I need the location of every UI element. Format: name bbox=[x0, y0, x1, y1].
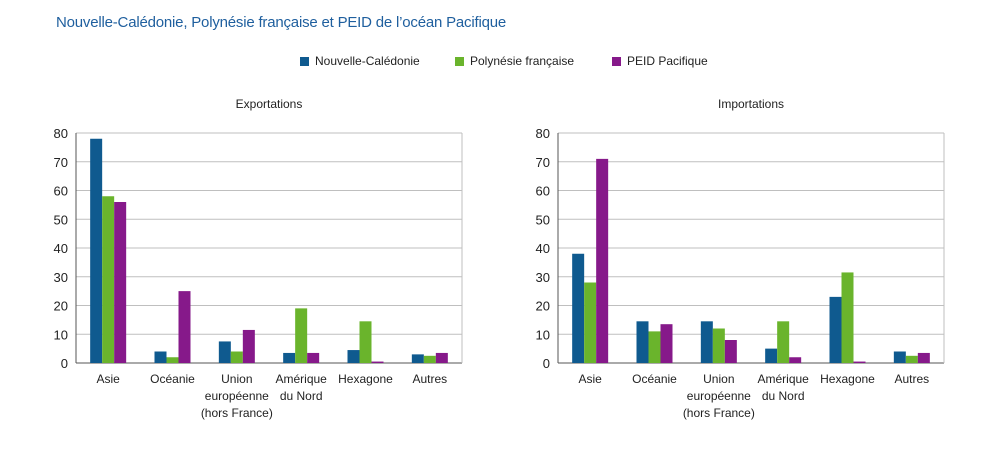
legend: Nouvelle-Calédonie Polynésie française P… bbox=[0, 54, 1000, 72]
x-tick-label: Océanie bbox=[632, 372, 677, 386]
bar-1-1-1 bbox=[648, 331, 661, 363]
x-tick-label: Union bbox=[703, 372, 734, 386]
bar-1-0-2 bbox=[596, 158, 609, 363]
bar-1-3-2 bbox=[789, 357, 802, 363]
bar-0-2-2 bbox=[242, 329, 255, 363]
x-tick-label: (hors France) bbox=[201, 406, 273, 420]
y-tick-label: 70 bbox=[536, 155, 550, 170]
x-tick-label: Autres bbox=[412, 372, 447, 386]
y-tick-label: 70 bbox=[54, 155, 68, 170]
bar-0-2-1 bbox=[230, 351, 243, 363]
bar-1-2-1 bbox=[712, 328, 725, 363]
bar-0-4-0 bbox=[347, 350, 360, 363]
bar-0-0-1 bbox=[102, 196, 115, 363]
legend-label: Nouvelle-Calédonie bbox=[315, 54, 420, 68]
y-tick-label: 0 bbox=[543, 356, 550, 371]
x-tick-label: du Nord bbox=[762, 389, 805, 403]
bar-1-4-2 bbox=[853, 361, 866, 363]
legend-item-polynesie: Polynésie française bbox=[455, 54, 574, 68]
y-tick-label: 20 bbox=[54, 299, 68, 314]
x-tick-label: Autres bbox=[894, 372, 929, 386]
y-tick-label: 40 bbox=[536, 241, 550, 256]
bar-1-3-1 bbox=[777, 321, 790, 363]
y-tick-label: 80 bbox=[536, 126, 550, 141]
x-tick-label: Hexagone bbox=[338, 372, 393, 386]
y-tick-label: 80 bbox=[54, 126, 68, 141]
x-tick-label: Hexagone bbox=[820, 372, 875, 386]
bar-1-3-0 bbox=[765, 348, 778, 363]
bar-0-0-2 bbox=[114, 202, 127, 363]
bar-0-1-1 bbox=[166, 357, 179, 363]
legend-item-nouvelle-caledonie: Nouvelle-Calédonie bbox=[300, 54, 420, 68]
legend-swatch-icon bbox=[455, 56, 464, 66]
y-tick-label: 10 bbox=[536, 327, 550, 342]
legend-label: Polynésie française bbox=[470, 54, 575, 68]
bar-0-1-0 bbox=[154, 351, 167, 363]
bar-1-4-1 bbox=[841, 272, 854, 363]
x-tick-label: Amérique bbox=[275, 372, 327, 386]
x-tick-label: Asie bbox=[578, 372, 602, 386]
y-tick-label: 60 bbox=[54, 184, 68, 199]
x-tick-label: Océanie bbox=[150, 372, 195, 386]
y-tick-label: 10 bbox=[54, 327, 68, 342]
legend-item-peid: PEID Pacifique bbox=[612, 54, 708, 68]
bar-1-5-1 bbox=[905, 355, 918, 363]
bar-1-4-0 bbox=[829, 296, 842, 363]
bar-1-1-2 bbox=[660, 324, 673, 363]
bar-0-5-0 bbox=[411, 354, 424, 363]
x-tick-label: européenne bbox=[205, 389, 269, 403]
legend-swatch-icon bbox=[612, 56, 621, 66]
chart-title-1: Importations bbox=[718, 97, 784, 111]
bar-1-5-0 bbox=[893, 351, 906, 363]
y-tick-label: 50 bbox=[54, 212, 68, 227]
y-tick-label: 30 bbox=[54, 270, 68, 285]
legend-swatch-icon bbox=[300, 56, 309, 66]
y-tick-label: 30 bbox=[536, 270, 550, 285]
bar-0-5-1 bbox=[423, 355, 436, 363]
bar-1-0-0 bbox=[572, 253, 585, 363]
y-tick-label: 50 bbox=[536, 212, 550, 227]
y-tick-label: 40 bbox=[54, 241, 68, 256]
x-tick-label: Amérique bbox=[757, 372, 809, 386]
bar-1-0-1 bbox=[584, 282, 597, 363]
y-tick-label: 20 bbox=[536, 299, 550, 314]
legend-label: PEID Pacifique bbox=[627, 54, 708, 68]
bar-0-3-1 bbox=[295, 308, 308, 363]
y-tick-label: 60 bbox=[536, 184, 550, 199]
bar-0-5-2 bbox=[435, 352, 448, 363]
bar-1-2-2 bbox=[724, 340, 737, 363]
bar-0-4-1 bbox=[359, 321, 372, 363]
bar-0-3-0 bbox=[283, 352, 296, 363]
bar-1-1-0 bbox=[636, 321, 649, 363]
x-tick-label: européenne bbox=[687, 389, 751, 403]
chart-title-0: Exportations bbox=[236, 97, 303, 111]
bar-0-0-0 bbox=[90, 138, 103, 363]
x-tick-label: (hors France) bbox=[683, 406, 755, 420]
page-title: Nouvelle-Calédonie, Polynésie française … bbox=[56, 14, 507, 31]
bar-0-3-2 bbox=[307, 352, 320, 363]
y-tick-label: 0 bbox=[61, 356, 68, 371]
bar-1-2-0 bbox=[700, 321, 713, 363]
x-tick-label: du Nord bbox=[280, 389, 323, 403]
x-tick-label: Asie bbox=[96, 372, 120, 386]
bar-0-2-0 bbox=[218, 341, 231, 363]
bar-1-5-2 bbox=[917, 352, 930, 363]
x-tick-label: Union bbox=[221, 372, 252, 386]
bar-0-4-2 bbox=[371, 361, 384, 363]
bar-0-1-2 bbox=[178, 291, 191, 363]
